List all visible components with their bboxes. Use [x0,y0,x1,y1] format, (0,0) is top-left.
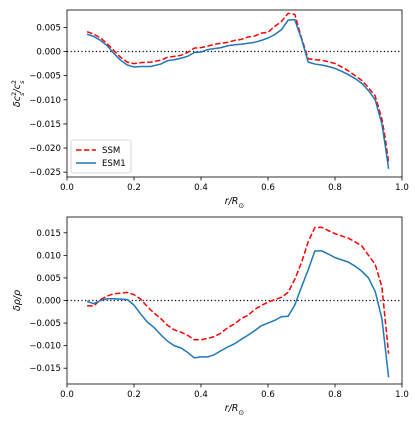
x-axis-label: r/R⊙ [225,196,245,210]
y-tick-label: 0.015 [36,229,61,239]
x-tick-label: 0.6 [261,183,275,193]
x-axis-label-subscript: ⊙ [238,202,244,210]
y-tick-label: 0.000 [36,297,61,307]
y-tick-label: −0.010 [29,342,61,352]
y-tick-label: −0.020 [29,144,61,154]
y-tick-label: 0.000 [36,48,61,58]
y-axis-label-subscript: s [18,92,26,96]
x-axis-label-subscript: ⊙ [238,409,244,417]
x-tick-label: 1.0 [395,183,409,193]
y-tick-label: −0.005 [29,319,61,329]
y-tick-label: −0.015 [29,364,61,374]
x-tick-label: 0.8 [328,183,342,193]
x-tick-label: 0.4 [194,183,208,193]
legend-label-esm1: ESM1 [102,159,126,169]
y-axis-label-subscript: s [18,80,26,84]
y-axis-label-superscript: 2 [10,92,18,96]
y-tick-label: −0.005 [29,72,61,82]
y-axis-label: δρ/ρ [12,290,23,311]
y-tick-label: 0.005 [36,274,61,284]
x-tick-label: 0.2 [127,390,141,400]
series-line-esm1 [86,18,390,169]
y-tick-label: −0.010 [29,96,61,106]
x-tick-label: 0.2 [127,183,141,193]
x-tick-label: 0.8 [328,390,342,400]
legend-label-ssm: SSM [102,146,120,156]
series-line-ssm [86,12,390,163]
series-line-ssm [87,226,390,354]
x-axis-label-text: r/R [225,196,239,207]
series-line-esm1 [86,250,390,378]
legend-box [70,139,132,174]
y-axis-label-text: δc [12,95,23,107]
x-tick-label: 0.0 [60,390,74,400]
x-axis-label-text: r/R [225,403,239,414]
chart-panel-2: 0.0 0.2 0.4 0.6 0.8 1.0 0.015 0.010 0.005 0.000 −0… [12,216,409,417]
x-tick-label: 0.0 [60,183,74,193]
y-tick-label: 0.010 [36,251,61,261]
y-axis-label-text: δρ/ρ [12,290,23,311]
y-axis-label-superscript: 2 [10,80,18,84]
x-axis-label: r/R⊙ [225,403,245,417]
legend: SSM ESM1 [70,139,132,174]
chart-panel-1: 0.0 0.2 0.4 0.6 0.8 1.0 0.005 0.000 −0.005 −0.010… [10,9,409,210]
axes-frame [66,9,403,178]
y-tick-label: −0.025 [29,168,61,178]
y-axis-label: δc2s/c2s [10,80,26,107]
y-axis-label-divider: /c [12,83,23,93]
x-tick-label: 0.6 [261,390,275,400]
x-tick-label: 0.4 [194,390,208,400]
x-tick-label: 1.0 [395,390,409,400]
y-tick-label: 0.005 [36,23,61,33]
y-tick-label: −0.015 [29,120,61,130]
